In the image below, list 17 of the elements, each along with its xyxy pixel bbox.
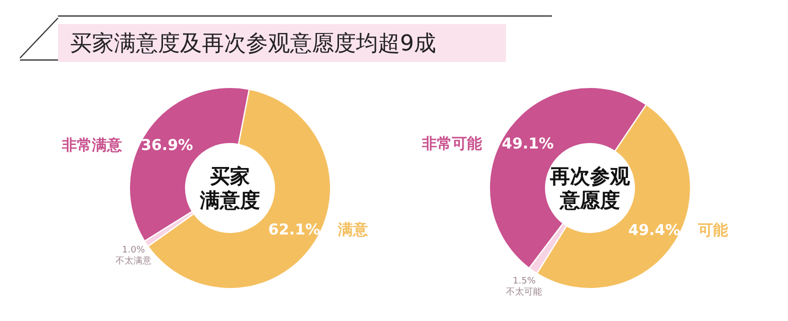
slice-label: 不太可能 — [506, 286, 542, 298]
slice-label: 满意 — [337, 220, 369, 239]
slice-label: 不太满意 — [115, 255, 152, 266]
data-label: 49.4% — [628, 220, 680, 239]
data-label: 49.1% — [502, 134, 554, 153]
data-label: 36.9% — [140, 136, 194, 154]
slice-label: 非常可能 — [421, 134, 483, 153]
chart-title: 买家满意度及再次参观意愿度均超9成 — [70, 32, 436, 57]
slice-label: 可能 — [697, 220, 729, 239]
donut-slice — [145, 212, 193, 246]
data-label: 1.0% — [122, 245, 146, 256]
text: 再次参观意愿度 — [549, 164, 631, 212]
data-label: 62.1% — [268, 220, 320, 239]
donut-slice — [530, 224, 566, 273]
data-label: 1.5% — [512, 276, 536, 287]
slice-label: 非常满意 — [61, 136, 123, 154]
text: 买家满意度 — [199, 164, 260, 212]
